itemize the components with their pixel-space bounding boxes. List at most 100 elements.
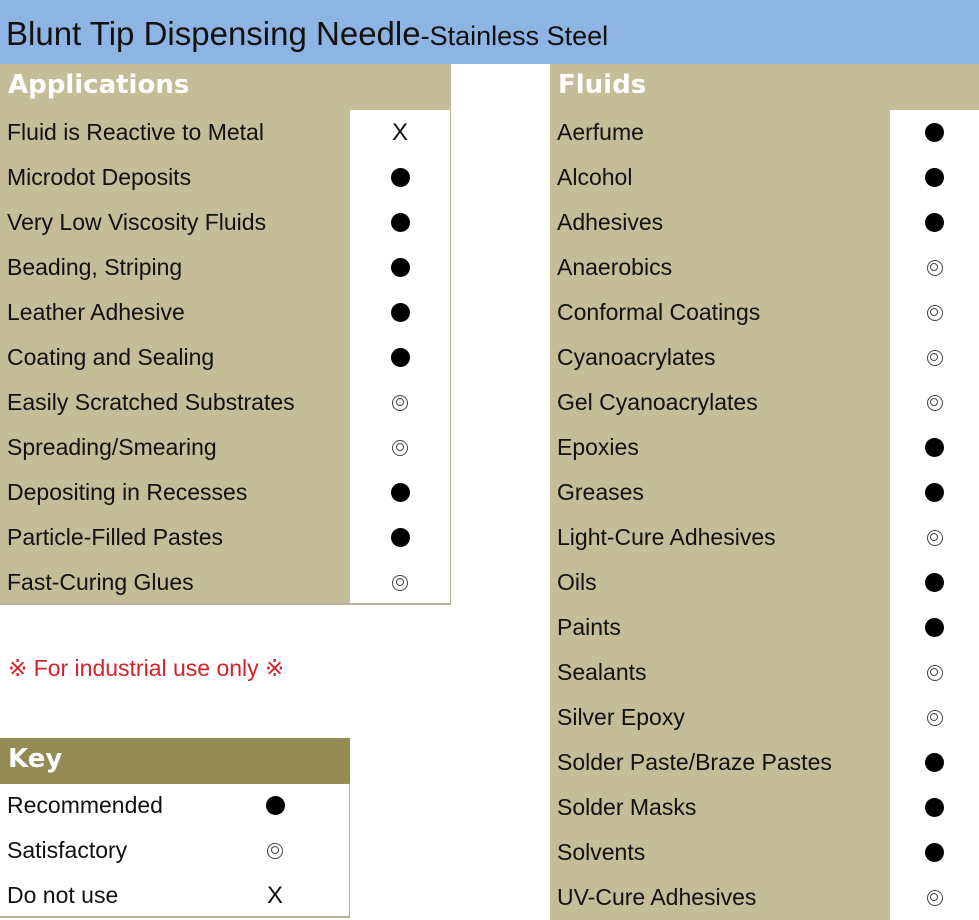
page-title: Blunt Tip Dispensing Needle-Stainless St… xyxy=(0,0,979,64)
application-label: Leather Adhesive xyxy=(0,290,350,335)
recommended-dot-icon xyxy=(390,528,410,547)
fluid-rating xyxy=(890,830,979,875)
fluid-rating xyxy=(890,695,979,740)
fluid-rating xyxy=(890,740,979,785)
application-label: Beading, Striping xyxy=(0,245,350,290)
application-row: Particle-Filled Pastes xyxy=(0,515,450,560)
fluid-row: Aerfume xyxy=(550,110,979,155)
key-symbol: X xyxy=(245,873,305,918)
fluid-rating xyxy=(890,425,979,470)
fluid-label: Gel Cyanoacrylates xyxy=(550,380,890,425)
application-rating xyxy=(350,155,450,200)
fluid-row: Alcohol xyxy=(550,155,979,200)
application-row: Fast-Curing Glues xyxy=(0,560,450,605)
recommended-dot-icon xyxy=(925,843,944,862)
key-row: Do not use X xyxy=(0,873,350,918)
recommended-dot-icon xyxy=(390,213,410,232)
fluid-row: Solder Paste/Braze Pastes xyxy=(550,740,979,785)
key-symbol xyxy=(245,783,305,828)
application-rating xyxy=(350,200,450,245)
application-row: Depositing in Recesses xyxy=(0,470,450,515)
fluid-label: Conformal Coatings xyxy=(550,290,890,335)
satisfactory-circle-icon xyxy=(267,842,283,859)
fluid-rating xyxy=(890,515,979,560)
application-rating xyxy=(350,425,450,470)
fluid-rating xyxy=(890,380,979,425)
application-label: Easily Scratched Substrates xyxy=(0,380,350,425)
recommended-dot-icon xyxy=(925,798,944,817)
fluid-rating xyxy=(890,290,979,335)
fluid-row: Solder Masks xyxy=(550,785,979,830)
application-row: Very Low Viscosity Fluids xyxy=(0,200,450,245)
fluid-row: Light-Cure Adhesives xyxy=(550,515,979,560)
fluid-row: Adhesives xyxy=(550,200,979,245)
key-label: Satisfactory xyxy=(7,837,128,863)
recommended-dot-icon xyxy=(925,618,944,637)
fluid-label: Alcohol xyxy=(550,155,890,200)
fluid-rating xyxy=(890,650,979,695)
key-symbol xyxy=(245,828,305,873)
recommended-dot-icon xyxy=(925,123,944,142)
key-bottom-border xyxy=(0,916,350,918)
recommended-dot-icon xyxy=(925,573,944,592)
fluid-rating xyxy=(890,470,979,515)
application-label: Depositing in Recesses xyxy=(0,470,350,515)
application-label: Very Low Viscosity Fluids xyxy=(0,200,350,245)
key-row: Recommended xyxy=(0,783,350,828)
fluid-row: Silver Epoxy xyxy=(550,695,979,740)
application-row: Spreading/Smearing xyxy=(0,425,450,470)
industrial-use-note: ※ For industrial use only ※ xyxy=(8,655,285,681)
satisfactory-circle-icon xyxy=(926,709,943,726)
recommended-dot-icon xyxy=(390,258,410,277)
fluids-header: Fluids xyxy=(550,64,979,110)
fluid-row: Conformal Coatings xyxy=(550,290,979,335)
satisfactory-circle-icon xyxy=(926,664,943,681)
application-rating xyxy=(350,335,450,380)
fluid-rating xyxy=(890,875,979,920)
fluid-row: Cyanoacrylates xyxy=(550,335,979,380)
application-rating xyxy=(350,380,450,425)
applications-header: Applications xyxy=(0,64,450,110)
recommended-dot-icon xyxy=(390,483,410,502)
key-header: Key xyxy=(0,738,350,784)
fluid-label: Cyanoacrylates xyxy=(550,335,890,380)
application-row: Fluid is Reactive to Metal X xyxy=(0,110,450,155)
fluid-label: Epoxies xyxy=(550,425,890,470)
fluid-label: Solder Masks xyxy=(550,785,890,830)
fluid-row: Solvents xyxy=(550,830,979,875)
fluid-rating xyxy=(890,335,979,380)
application-rating xyxy=(350,515,450,560)
fluid-label: Anaerobics xyxy=(550,245,890,290)
fluid-row: Anaerobics xyxy=(550,245,979,290)
application-rating xyxy=(350,560,450,605)
recommended-dot-icon xyxy=(925,438,944,457)
fluid-label: Adhesives xyxy=(550,200,890,245)
application-row: Coating and Sealing xyxy=(0,335,450,380)
applications-right-border xyxy=(450,64,451,604)
fluid-label: UV-Cure Adhesives xyxy=(550,875,890,920)
recommended-dot-icon xyxy=(390,348,410,367)
title-main: Blunt Tip Dispensing Needle xyxy=(6,15,421,52)
fluid-row: Greases xyxy=(550,470,979,515)
satisfactory-circle-icon xyxy=(926,889,943,906)
application-label: Particle-Filled Pastes xyxy=(0,515,350,560)
satisfactory-circle-icon xyxy=(926,304,943,321)
application-rating xyxy=(350,470,450,515)
application-label: Spreading/Smearing xyxy=(0,425,350,470)
fluid-rating xyxy=(890,200,979,245)
fluid-row: Oils xyxy=(550,560,979,605)
application-row: Leather Adhesive xyxy=(0,290,450,335)
key-label: Recommended xyxy=(7,792,163,818)
satisfactory-circle-icon xyxy=(926,529,943,546)
fluid-rating xyxy=(890,110,979,155)
fluid-row: Epoxies xyxy=(550,425,979,470)
fluid-label: Light-Cure Adhesives xyxy=(550,515,890,560)
do-not-use-x-icon: X xyxy=(266,882,283,909)
application-label: Microdot Deposits xyxy=(0,155,350,200)
satisfactory-circle-icon xyxy=(392,574,408,591)
fluid-label: Greases xyxy=(550,470,890,515)
application-row: Microdot Deposits xyxy=(0,155,450,200)
application-label: Fluid is Reactive to Metal xyxy=(0,110,350,155)
fluid-label: Silver Epoxy xyxy=(550,695,890,740)
application-label: Fast-Curing Glues xyxy=(0,560,350,605)
